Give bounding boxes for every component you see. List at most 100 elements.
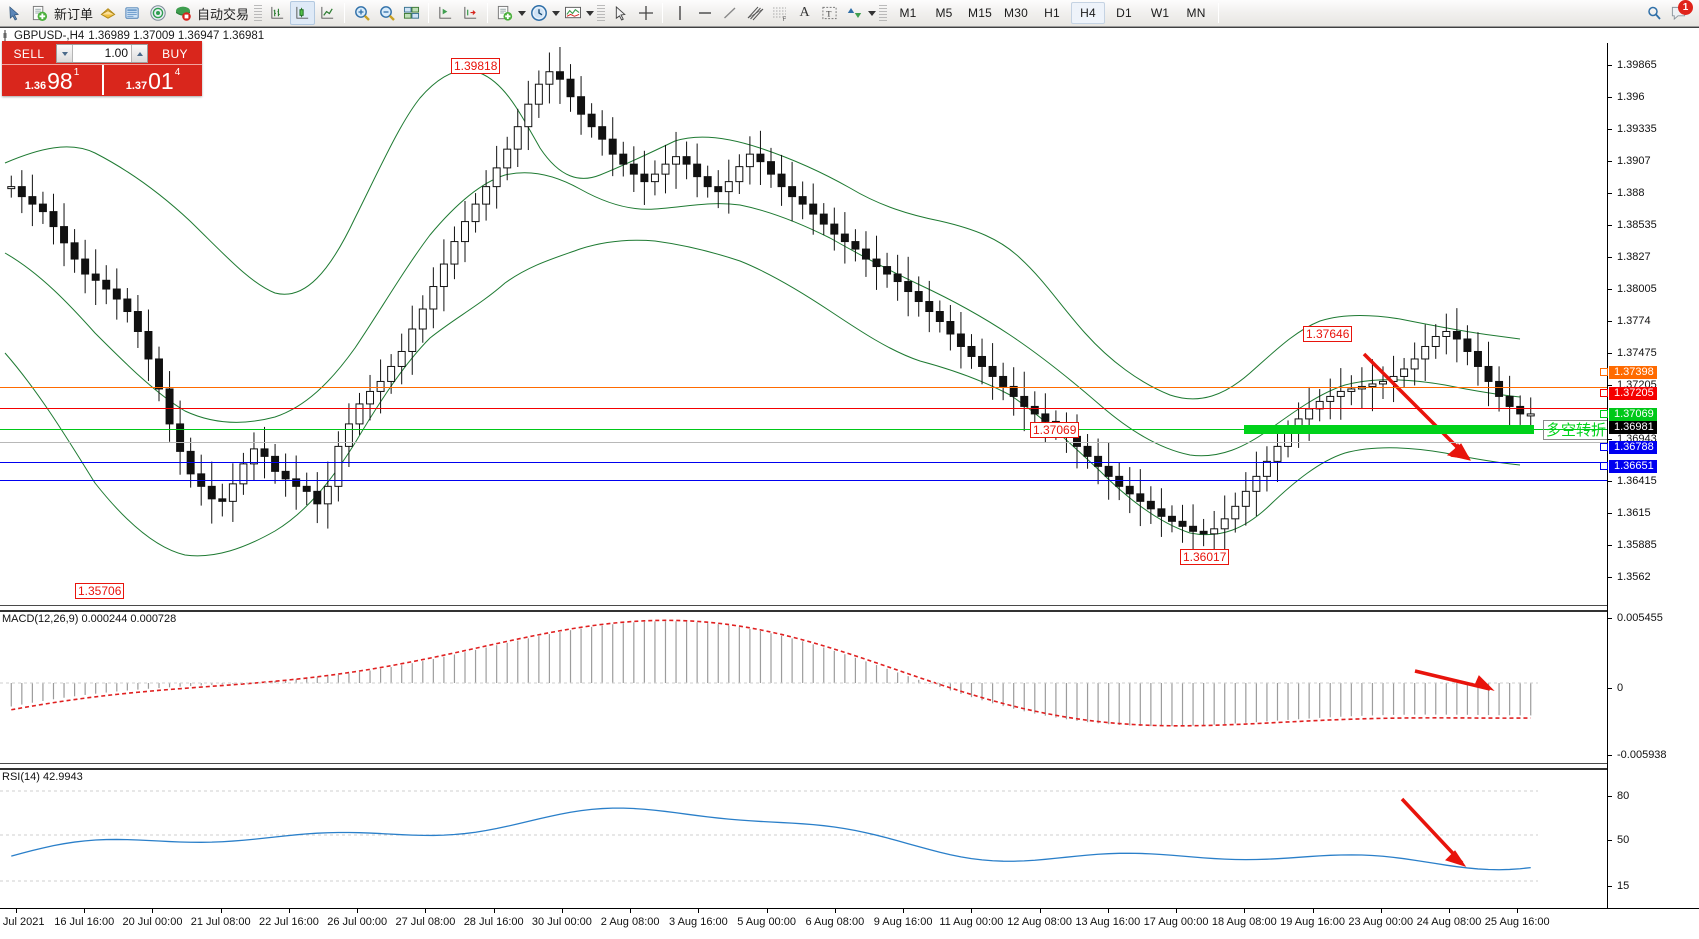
candle-body [629,163,638,175]
vertical-line-icon[interactable] [667,1,692,25]
timeframe-m30[interactable]: M30 [1004,6,1028,20]
volume-value[interactable]: 1.00 [104,46,128,60]
zoom-in-icon[interactable] [349,1,374,25]
autotrading-label[interactable]: 自动交易 [197,6,250,22]
macd-indicator-label: MACD(12,26,9) 0.000244 0.000728 [2,613,177,625]
ask-price[interactable]: 1.37 01 4 [102,65,202,95]
timeframe-m15[interactable]: M15 [968,6,992,20]
time-axis-label: 3 Aug 16:00 [669,916,728,928]
templates-dropdown-caret[interactable] [518,10,527,16]
time-tick [1517,909,1519,913]
zoom-out-icon[interactable] [374,1,399,25]
price-tag-137069[interactable]: 1.37069 [1030,422,1080,438]
timeframe-h4[interactable]: H4 [1071,2,1106,24]
price-plot-area[interactable]: 1.39818 1.37646 1.37069 1.36017 1.35706 … [0,43,1607,605]
price-tag-139818[interactable]: 1.39818 [451,58,501,74]
panel-divider-macd[interactable] [0,605,1699,606]
one-click-trading-panel[interactable]: SELL 1.00 BUY 1.36 98 1 1.37 01 4 [2,41,202,96]
timeframe-h1[interactable]: H1 [1044,6,1060,20]
text-icon[interactable]: A [799,5,810,20]
candle-body [1495,380,1504,397]
auto-scroll-icon[interactable] [433,1,458,25]
arrows-dropdown-caret[interactable] [868,10,877,16]
price-level-label-137398[interactable]: 1.37398 [1600,366,1657,379]
search-icon[interactable] [1641,1,1666,25]
timeframe-m1[interactable]: M1 [899,6,917,20]
chart-shift-icon[interactable] [458,1,483,25]
indicators-dropdown-caret[interactable] [586,10,595,16]
horizontal-line-icon[interactable] [692,1,717,25]
fibonacci-icon[interactable]: F [767,1,792,25]
timeframe-mn[interactable]: MN [1186,6,1206,20]
price-level-label-136651[interactable]: 1.36651 [1600,460,1657,473]
toolbar-grip[interactable] [254,3,263,23]
templates-icon[interactable] [492,1,517,25]
text-label-icon[interactable]: T [817,1,842,25]
bid-price[interactable]: 1.36 98 1 [2,65,102,95]
rsi-scale[interactable]: 80 50 15 [1607,771,1699,909]
indicators-icon[interactable] [560,1,585,25]
volume-increment-button[interactable] [131,45,147,62]
line-chart-icon[interactable] [315,1,340,25]
price-level-label-137069[interactable]: 1.37069 [1600,408,1657,421]
timeframe-d1[interactable]: D1 [1116,6,1132,20]
rsi-plot-area[interactable] [0,771,1607,909]
candle-body [798,196,807,205]
pivot-zone-highlight[interactable] [1244,425,1534,434]
volume-stepper[interactable]: 1.00 [56,44,148,63]
cursor-icon[interactable] [608,1,633,25]
price-tag-137646[interactable]: 1.37646 [1303,326,1353,342]
macd-plot-area[interactable] [0,613,1607,761]
buy-button[interactable]: BUY [162,46,188,61]
macd-scale[interactable]: 0.005455 0 -0.005938 [1607,613,1699,761]
trendline-icon[interactable] [717,1,742,25]
new-order-button[interactable] [27,1,52,25]
candle-body [70,242,79,260]
arrows-icon[interactable] [842,1,867,25]
support-line-136651[interactable] [0,480,1607,481]
terminal-button[interactable] [120,1,145,25]
equidistant-channel-icon[interactable] [742,1,767,25]
bar-chart-icon[interactable] [265,1,290,25]
candle-body [271,455,280,472]
toolbar-grip[interactable] [879,3,888,23]
period-clock-icon[interactable] [526,1,551,25]
toolbar-grip[interactable] [597,3,606,23]
candle-body [429,286,438,310]
candle-body [819,213,828,225]
svg-text:T: T [826,8,832,18]
support-line-136788[interactable] [0,462,1607,463]
sell-button[interactable]: SELL [13,46,45,61]
time-axis-label: 2 Aug 08:00 [600,916,660,928]
price-level-label-136788[interactable]: 1.36788 [1600,441,1657,454]
market-watch-button[interactable] [145,1,170,25]
timeframe-m5[interactable]: M5 [935,6,953,20]
resistance-line-137205[interactable] [0,408,1607,409]
chart-note-label[interactable]: 多空转折点 [1543,420,1607,440]
resistance-line-137398[interactable] [0,387,1607,388]
price-level-label-137205[interactable]: 1.37205 [1600,387,1657,400]
cursor-arrow-icon[interactable] [2,1,27,25]
time-axis-label: 15 Jul 2021 [0,916,45,928]
expert-advisor-button[interactable] [95,1,120,25]
candle-body [640,173,649,183]
autotrading-button[interactable] [170,1,195,25]
candlestick-series [7,46,1535,554]
timeframe-w1[interactable]: W1 [1150,6,1170,20]
notification-icon[interactable]: 1 [1666,0,1693,25]
price-scale[interactable]: 1.39865 1.396 1.39335 1.3907 1.388 1.385… [1600,43,1699,909]
new-order-label[interactable]: 新订单 [54,6,94,22]
price-tag-135706[interactable]: 1.35706 [75,583,125,599]
volume-decrement-button[interactable] [57,45,73,62]
candlestick-chart-icon[interactable] [290,1,316,25]
period-dropdown-caret[interactable] [552,10,561,16]
candle-body [956,333,965,347]
panel-divider-rsi[interactable] [0,763,1699,764]
price-tag-136017[interactable]: 1.36017 [1180,549,1230,565]
crosshair-icon[interactable] [633,1,658,25]
time-scale[interactable]: 15 Jul 2021 16 Jul 16:00 20 Jul 00:00 21 Ju… [0,908,1699,939]
macd-signal-line [11,619,1531,727]
tile-windows-icon[interactable] [399,1,424,25]
rsi-tick: 80 [1607,790,1630,802]
chart-window[interactable]: GBPUSD-,H4 1.36989 1.37009 1.36947 1.369… [0,27,1699,939]
